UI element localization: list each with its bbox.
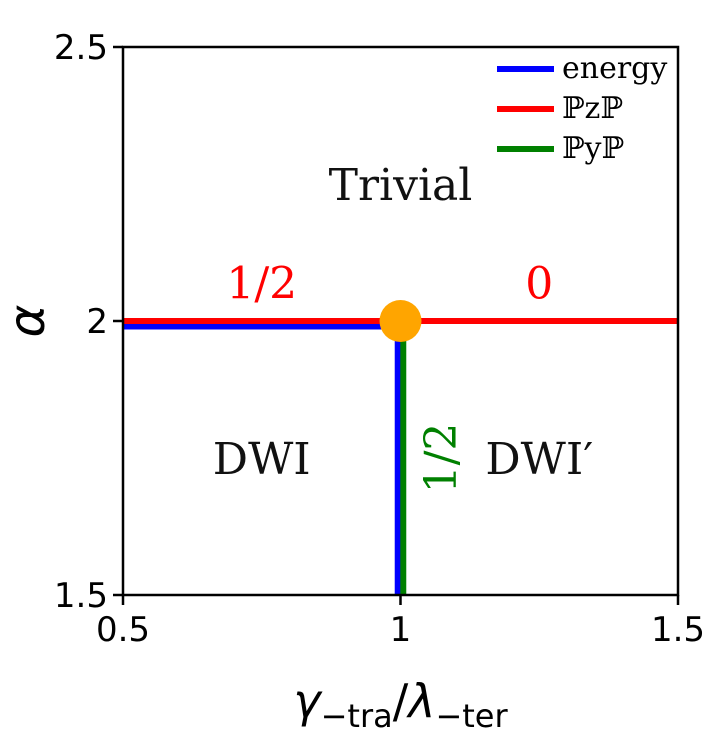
y-tick-label-0: 1.5	[54, 576, 108, 616]
annotation-2: 1/2	[416, 423, 467, 494]
y-axis-label: α	[0, 304, 56, 337]
text-layer: Trivial DWI DWI′ 1/2 0 1/2	[213, 160, 593, 493]
x-tick-label-0: 0.5	[96, 610, 150, 650]
legend-entry-2: ℙyℙ	[562, 131, 624, 166]
annotation-1: 0	[525, 259, 553, 310]
axes: 0.5 1 1.5 1.5 2 2.5 γ−tra/λ−ter α	[0, 28, 705, 732]
x-axis-label-part-3: λ	[405, 674, 435, 728]
x-axis-label: γ−tra/λ−ter	[293, 674, 508, 732]
y-tick-label-1: 2	[86, 302, 108, 342]
x-axis-label-part-1: −tra	[321, 697, 393, 732]
critical-point-0	[379, 300, 422, 342]
x-axis-label-part-4: −ter	[435, 697, 508, 732]
x-tick-label-1: 1	[390, 610, 412, 650]
legend-entry-0: energy	[562, 51, 667, 86]
region-label-0: Trivial	[329, 160, 473, 211]
y-tick-label-2: 2.5	[54, 28, 108, 68]
x-axis-label-part-0: γ	[293, 674, 323, 728]
legend-entry-1: ℙzℙ	[562, 91, 623, 126]
legend: energy ℙzℙ ℙyℙ	[497, 51, 667, 166]
annotation-0: 1/2	[226, 259, 297, 310]
region-label-1: DWI	[213, 434, 311, 485]
region-label-2: DWI′	[485, 434, 593, 485]
plot-area	[123, 300, 678, 595]
x-axis-label-part-2: /	[393, 674, 409, 728]
x-tick-label-2: 1.5	[651, 610, 705, 650]
